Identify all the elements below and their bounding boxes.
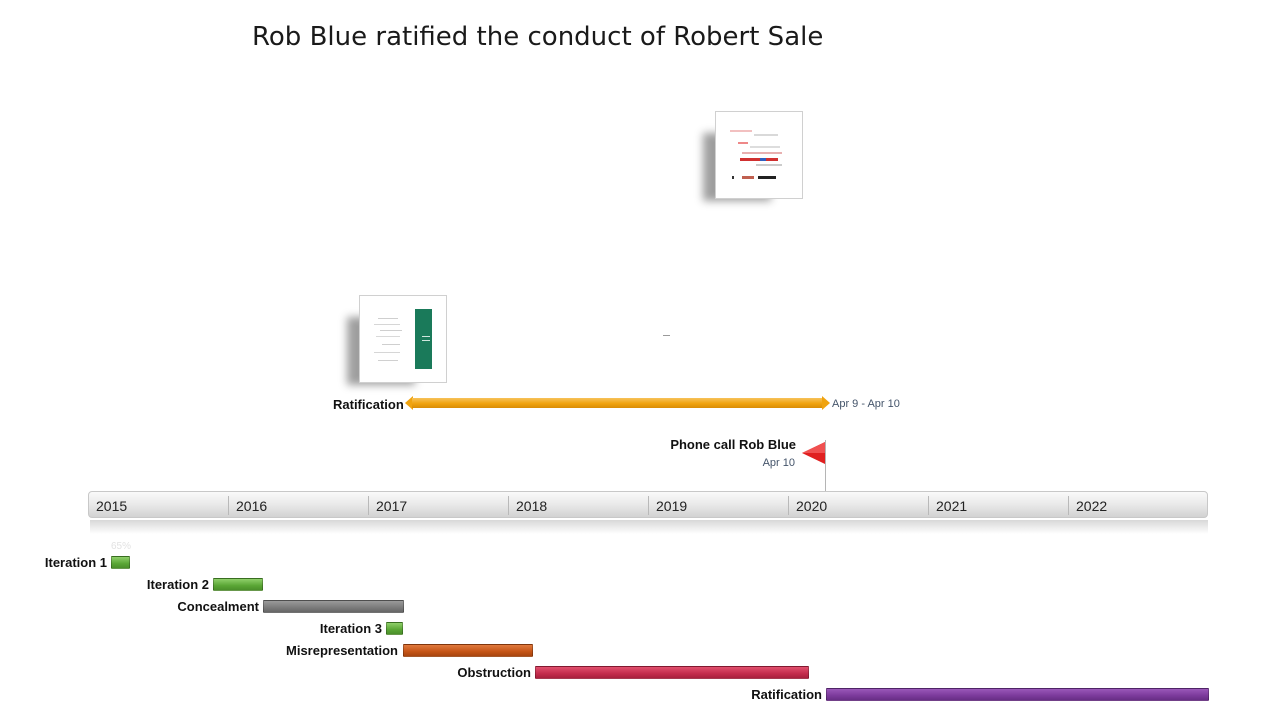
year-tick [648,496,649,515]
task-bar-misrepresentation[interactable] [403,644,533,657]
milestone-date: Apr 10 [762,457,795,469]
task-bar-iteration-3[interactable] [386,622,403,635]
year-label: 2022 [1076,498,1108,514]
year-tick [228,496,229,515]
year-label: 2018 [516,498,548,514]
document-thumbnail-top[interactable] [715,111,803,199]
minor-mark [663,335,670,336]
year-label: 2021 [936,498,968,514]
year-label: 2017 [376,498,408,514]
year-tick [368,496,369,515]
task-label: Concealment [177,599,259,614]
document-thumbnail-left[interactable] [359,295,447,383]
year-tick [928,496,929,515]
task-label: Iteration 3 [319,621,382,636]
task-label: Ratification [751,687,822,702]
task-label: Iteration 1 [44,555,107,570]
task-bar-iteration-2[interactable] [213,578,263,591]
document-preview-icon [730,130,782,179]
span-label: Ratification [333,397,404,412]
year-label: 2015 [96,498,128,514]
task-bar-iteration-1[interactable] [111,556,130,569]
task-label: Misrepresentation [286,643,398,658]
milestone-flag-icon[interactable] [801,441,826,465]
span-arrow-left [405,396,413,410]
span-dates: Apr 9 - Apr 10 [832,398,900,410]
year-tick [788,496,789,515]
task-bar-obstruction[interactable] [535,666,809,679]
timescale-reflection [90,520,1208,534]
span-arrow-right [822,396,830,410]
document-preview-icon [374,309,432,369]
task-bar-ratification[interactable] [826,688,1209,701]
span-bar-ratification[interactable] [412,398,823,408]
milestone-pole [825,440,826,492]
year-label: 2019 [656,498,688,514]
task-bar-concealment[interactable] [263,600,404,613]
year-label: 2016 [236,498,268,514]
year-label: 2020 [796,498,828,514]
timescale-band: 2015 2016 2017 2018 2019 2020 2021 2022 [88,491,1208,518]
year-tick [1068,496,1069,515]
page-title: Rob Blue ratified the conduct of Robert … [252,22,824,52]
task-label: Obstruction [457,665,531,680]
year-tick [508,496,509,515]
task-label: Iteration 2 [146,577,209,592]
task-percent-complete: 65% [111,541,132,552]
milestone-label: Phone call Rob Blue [670,437,796,452]
